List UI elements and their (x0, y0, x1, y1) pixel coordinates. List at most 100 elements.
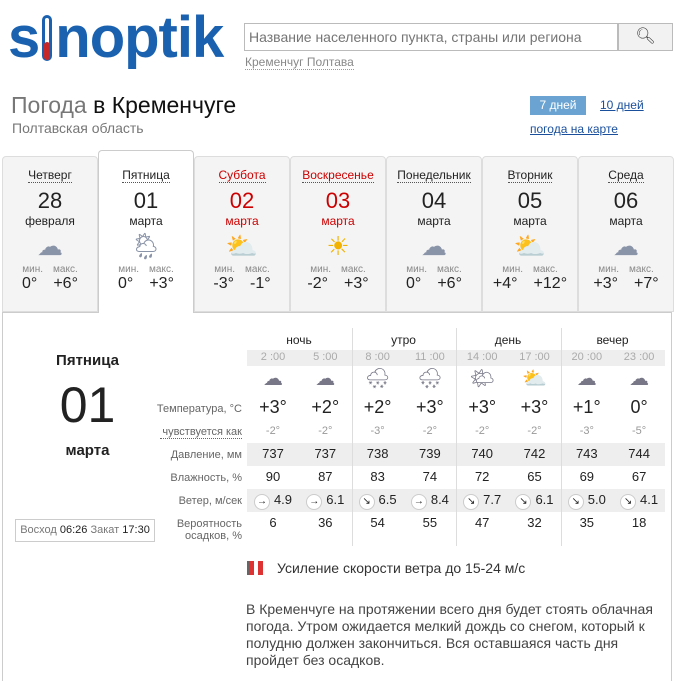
min-label: мин. (310, 264, 332, 275)
hour-wind: ↘ 6.1 (509, 492, 561, 510)
wind-direction-icon: → (253, 494, 270, 510)
tab-10-days[interactable]: 10 дней (600, 98, 644, 112)
period-divider (351, 328, 353, 546)
partly-cloudy-icon: ⛅ (513, 231, 547, 261)
day-tab-3[interactable]: Воскресенье 03 марта ☀ мин. макс. -2° +3° (290, 156, 386, 312)
day-date: 06 (613, 188, 639, 213)
search-button[interactable]: 🔍︎ (618, 23, 673, 51)
max-temp: +6° (437, 275, 462, 292)
max-temp: +6° (53, 275, 78, 292)
hour-wind: ↘ 7.7 (456, 492, 508, 510)
max-temp: -1° (250, 275, 271, 292)
hour-humidity: 90 (265, 469, 281, 484)
period-1: утро (391, 333, 416, 347)
hour-time: 2 :00 (260, 351, 286, 363)
search-icon: 🔍︎ (635, 28, 656, 45)
hour-humidity: 67 (631, 469, 647, 484)
day-tab-6[interactable]: Среда 06 марта ☁ мин. макс. +3° +7° (578, 156, 674, 312)
day-tab-0[interactable]: Четверг 28 февраля ☁ мин. макс. 0° +6° (2, 156, 98, 312)
cloudy-icon: ☁ (613, 231, 639, 261)
day-name: Вторник (507, 168, 553, 183)
hour-time: 11 :00 (415, 351, 445, 363)
hour-feels-like: -2° (265, 425, 281, 437)
hour-wind: ↘ 4.1 (613, 492, 665, 510)
wind-direction-icon: → (410, 494, 427, 510)
hour-precip: 32 (527, 515, 542, 530)
period-0: ночь (286, 333, 312, 347)
wind-speed: 4.1 (640, 492, 659, 507)
hour-temp: +2° (363, 397, 392, 417)
cloudy-night-icon: ☁ (263, 368, 283, 390)
day-name: Воскресенье (302, 168, 374, 183)
wind-warning: Усиление скорости ветра до 15-24 м/с (247, 560, 525, 576)
rain-snow-icon: 🌨 (417, 368, 443, 390)
day-name: Пятница (122, 168, 170, 183)
hour-pressure: 739 (419, 446, 441, 461)
sunset-label: Закат (90, 524, 120, 536)
day-tab-2[interactable]: Суббота 02 марта ⛅ мин. макс. -3° -1° (194, 156, 290, 312)
hour-time: 20 :00 (571, 351, 603, 363)
day-month: марта (225, 214, 259, 228)
hour-temp: +3° (520, 397, 549, 417)
thermometer-icon (42, 15, 53, 61)
day-month: февраля (25, 214, 75, 228)
hour-temp: +3° (259, 397, 287, 417)
day-name: Суббота (218, 168, 266, 183)
hour-precip: 36 (318, 515, 333, 530)
tab-7-days[interactable]: 7 дней (530, 96, 586, 115)
hour-time: 14 :00 (466, 351, 498, 363)
day-month: марта (129, 214, 163, 228)
hour-humidity: 69 (579, 469, 595, 484)
day-name: Четверг (28, 168, 72, 183)
warning-text: Усиление скорости ветра до 15-24 м/с (277, 560, 526, 576)
label-precip-unit: осадков, % (185, 530, 242, 542)
sunny-icon: ☀ (326, 231, 350, 261)
wind-speed: 8.4 (430, 492, 449, 507)
hour-time: 8 :00 (365, 351, 390, 363)
title-prefix: Погода (11, 92, 87, 118)
max-label: макс. (629, 264, 654, 275)
max-label: макс. (53, 264, 78, 275)
hour-feels-like: -3° (579, 425, 594, 437)
day-tab-1[interactable]: Пятница 01 марта 🌦 мин. макс. 0° +3° (98, 150, 194, 313)
recent-search-link[interactable]: Кременчуг Полтава (245, 55, 354, 70)
hour-feels-like: -2° (422, 425, 437, 437)
sunrise-label: Восход (20, 524, 57, 536)
hour-pressure: 737 (262, 446, 284, 461)
hour-humidity: 65 (527, 469, 542, 484)
region: Полтавская область (12, 120, 144, 136)
min-label: мин. (22, 264, 44, 275)
cloudy-icon: ☁ (421, 231, 447, 261)
hour-pressure: 737 (314, 446, 337, 461)
min-label: мин. (214, 264, 236, 275)
hour-precip: 47 (474, 515, 490, 530)
hour-temp: 0° (630, 397, 648, 417)
logo[interactable]: s noptik (8, 5, 224, 70)
hour-wind: ↘ 5.0 (561, 492, 613, 510)
label-feels-like[interactable]: чувствуется как (160, 426, 242, 439)
label-precip: Вероятность (176, 518, 242, 530)
wind-speed: 6.1 (326, 492, 345, 507)
hour-precip: 18 (631, 515, 647, 530)
min-label: мин. (598, 264, 620, 275)
day-date: 04 (421, 188, 447, 213)
hour-time: 17 :00 (519, 351, 550, 363)
max-temp: +3° (149, 275, 174, 292)
forecast-description: В Кременчуге на протяжении всего дня буд… (246, 601, 653, 668)
day-tab-5[interactable]: Вторник 05 марта ⛅ мин. макс. +4° +12° (482, 156, 578, 312)
min-temp: 0° (406, 275, 422, 292)
weather-map-link[interactable]: погода на карте (530, 122, 618, 136)
search-input[interactable] (244, 23, 618, 51)
day-date: 28 (37, 188, 63, 213)
min-label: мин. (118, 264, 140, 275)
hour-pressure: 740 (471, 446, 494, 461)
hour-humidity: 83 (370, 469, 385, 484)
hour-humidity: 72 (474, 469, 490, 484)
max-temp: +3° (343, 275, 369, 292)
day-tab-4[interactable]: Понедельник 04 марта ☁ мин. макс. 0° +6° (386, 156, 482, 312)
label-humidity: Влажность, % (170, 472, 242, 484)
sunrise-sunset: Восход 06:26 Закат 17:30 (15, 519, 155, 542)
wind-speed: 4.9 (273, 492, 293, 507)
day-date: 01 (133, 188, 159, 213)
sunset-time: 17:30 (122, 524, 150, 536)
